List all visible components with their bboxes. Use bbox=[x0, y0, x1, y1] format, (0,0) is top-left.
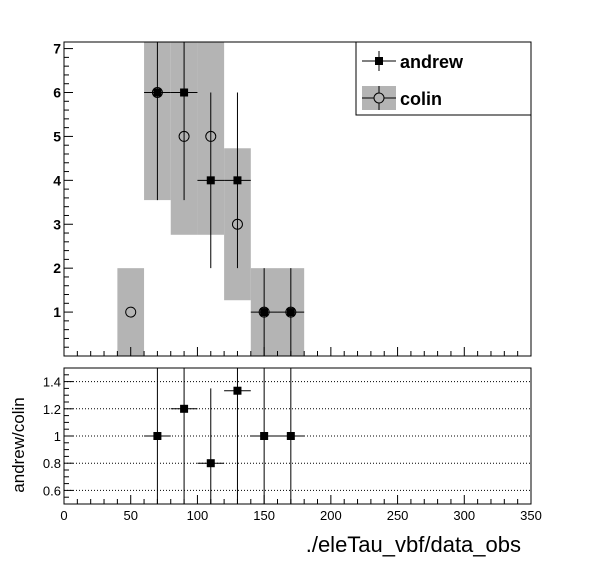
x-tick-label: 0 bbox=[60, 508, 67, 523]
legend-colin-marker bbox=[373, 92, 385, 104]
main-plot-frame bbox=[63, 41, 532, 357]
legend-colin-label: colin bbox=[400, 89, 442, 109]
y-tick-label: 7 bbox=[53, 41, 61, 57]
legend-andrew-marker bbox=[375, 57, 383, 65]
x-tick-label: 250 bbox=[387, 508, 409, 523]
legend-andrew-label: andrew bbox=[400, 52, 464, 72]
ratio-point bbox=[180, 404, 189, 413]
x-tick-label: 100 bbox=[187, 508, 209, 523]
x-axis-label: ./eleTau_vbf/data_obs bbox=[306, 532, 521, 557]
colin-point bbox=[178, 130, 190, 142]
ratio-panel: 0 50 100 150 200 250 300 350 0.6 0.8 1 1.2 1.4 bbox=[43, 367, 542, 523]
ratio-point bbox=[233, 386, 242, 395]
ratio-y-tick-label: 1 bbox=[54, 429, 61, 444]
legend: andrew colin bbox=[355, 41, 532, 116]
y-tick-label: 3 bbox=[53, 216, 61, 232]
ratio-y-tick-label: 0.8 bbox=[43, 456, 61, 471]
ratio-point bbox=[286, 432, 295, 440]
ratio-point bbox=[206, 459, 215, 468]
andrew-point bbox=[153, 88, 162, 97]
colin-point bbox=[205, 130, 217, 142]
y-tick-label: 4 bbox=[53, 172, 61, 188]
y-tick-label: 2 bbox=[53, 260, 61, 276]
andrew-point bbox=[286, 308, 295, 317]
andrew-point bbox=[180, 88, 189, 97]
y-tick-label: 1 bbox=[53, 304, 61, 320]
colin-point bbox=[231, 218, 243, 230]
colin-point bbox=[258, 306, 270, 318]
x-tick-label: 50 bbox=[123, 508, 137, 523]
x-tick-label: 150 bbox=[253, 508, 275, 523]
colin-point bbox=[285, 306, 297, 318]
andrew-point bbox=[260, 308, 269, 317]
ratio-y-tick-label: 1.4 bbox=[43, 375, 61, 390]
colin-point bbox=[125, 306, 137, 318]
andrew-point bbox=[206, 176, 215, 185]
ratio-y-tick-label: 0.6 bbox=[43, 483, 61, 498]
ratio-point bbox=[153, 432, 162, 440]
andrew-point bbox=[233, 176, 242, 185]
colin-error-band bbox=[117, 268, 145, 356]
main-panel: 1 2 3 4 5 6 7 andrew colin bbox=[53, 41, 532, 357]
y-tick-label: 6 bbox=[53, 85, 61, 101]
y-tick-label: 5 bbox=[53, 128, 61, 144]
ratio-y-tick-label: 1.2 bbox=[43, 402, 61, 417]
colin-point bbox=[151, 87, 163, 99]
x-tick-label: 300 bbox=[453, 508, 475, 523]
x-tick-label: 350 bbox=[520, 508, 542, 523]
ratio-y-axis-label: andrew/colin bbox=[9, 397, 28, 492]
x-tick-label: 200 bbox=[320, 508, 342, 523]
ratio-point bbox=[260, 432, 269, 440]
